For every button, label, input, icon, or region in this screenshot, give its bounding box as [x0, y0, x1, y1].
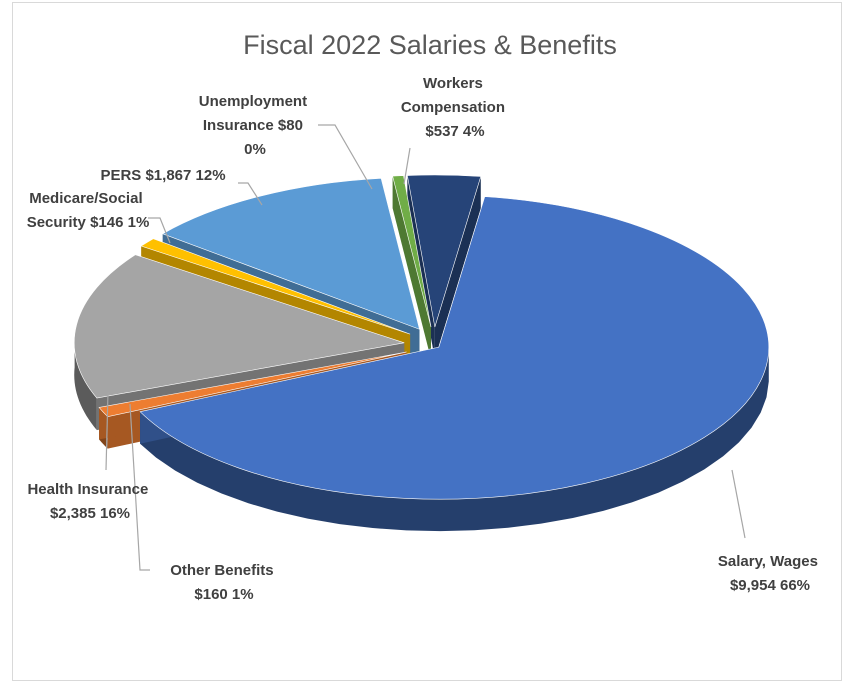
label-other-benefits: Other Benefits $160 1%	[170, 562, 278, 603]
label-unemployment-insurance: Unemployment Insurance $80 0%	[199, 93, 312, 158]
slice-unemployment-insurance	[392, 175, 432, 360]
pie-slices	[73, 174, 770, 532]
slice-side-salary-wages	[140, 349, 769, 532]
slice-top-salary-wages	[139, 196, 770, 500]
label-health-insurance: Health Insurance $2,385 16%	[27, 481, 152, 522]
slice-top-workers-compensation	[406, 174, 482, 328]
leader-line-pers	[238, 182, 263, 206]
slice-wall-workers-compensation-1	[434, 176, 481, 360]
leader-line-workers	[403, 147, 411, 185]
label-salary-wages: Salary, Wages $9,954 66%	[718, 553, 822, 594]
chart-title: Fiscal 2022 Salaries & Benefits	[243, 30, 617, 60]
slice-salary-wages	[139, 196, 770, 532]
leader-line-other-benefits	[129, 403, 150, 571]
leader-line-medicare	[148, 217, 171, 244]
slice-top-medicare-social-security	[140, 238, 411, 335]
slice-top-pers	[161, 177, 420, 330]
label-workers-compensation: Workers Compensation $537 4%	[401, 75, 509, 140]
slice-wall-unemployment-insurance-0	[392, 176, 432, 360]
leader-line-unemployment	[318, 124, 373, 190]
label-pers: PERS $1,867 12%	[100, 167, 225, 184]
leader-line-salary	[731, 469, 746, 539]
slice-top-health-insurance	[73, 254, 405, 399]
leader-line-health-insurance	[105, 391, 109, 471]
slice-top-unemployment-insurance	[392, 175, 432, 328]
label-medicare-social-security: Medicare/Social Security $146 1%	[27, 190, 150, 231]
